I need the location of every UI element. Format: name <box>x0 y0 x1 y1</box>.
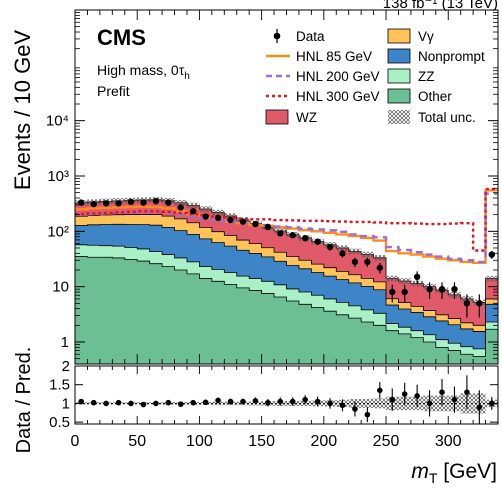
x-tick-label: 0 <box>71 433 80 450</box>
legend-label: WZ <box>296 110 317 125</box>
y-axis-title-ratio: Data / Pred. <box>13 347 35 454</box>
legend-label: ZZ <box>418 69 435 84</box>
y-tick-label: 10³ <box>47 168 69 185</box>
ratio-point <box>365 407 371 422</box>
x-axis-title: mT [GeV] <box>411 460 497 486</box>
data-point <box>252 221 258 227</box>
legend-label: Vγ <box>418 29 434 44</box>
data-point <box>240 218 246 224</box>
legend-label: Data <box>296 29 325 44</box>
total-unc-band <box>187 203 199 209</box>
prefit-label: Prefit <box>97 83 130 99</box>
y-tick-label: 10 <box>52 279 69 296</box>
total-unc-band <box>398 278 410 284</box>
total-unc-band <box>386 276 398 282</box>
legend-label: Other <box>418 89 452 104</box>
ratio-point <box>327 398 333 408</box>
total-unc-band <box>374 255 386 261</box>
ratio-point <box>427 390 433 416</box>
y-tick-label: 10² <box>47 223 69 240</box>
x-tick-label: 100 <box>186 433 213 450</box>
x-tick-label: 150 <box>248 433 275 450</box>
data-point <box>302 235 308 241</box>
total-unc-band <box>486 276 498 282</box>
legend-entry-wz: WZ <box>266 110 317 125</box>
data-point <box>290 232 296 238</box>
total-unc-band <box>361 252 373 258</box>
x-tick-label: 300 <box>435 433 462 450</box>
legend-label: Nonprompt <box>418 49 485 64</box>
legend-entry-zz: ZZ <box>388 69 435 84</box>
data-point <box>314 238 320 244</box>
total-unc-band <box>349 249 361 255</box>
data-point <box>202 213 208 219</box>
data-point <box>90 201 96 207</box>
ratio-point <box>203 399 209 405</box>
selection-label: High mass, 0τh <box>97 62 190 82</box>
legend-entry-nonprompt: Nonprompt <box>388 49 485 64</box>
x-tick-label: 250 <box>373 433 400 450</box>
ratio-point <box>128 401 134 407</box>
data-point <box>489 251 495 259</box>
legend-entry-other: Other <box>388 89 452 104</box>
data-point <box>153 198 159 204</box>
y-tick-label: 1 <box>61 334 69 351</box>
ratio-y-tick-label: 1 <box>62 395 70 412</box>
legend-entry-v: Vγ <box>388 29 434 44</box>
legend: Data Vγ HNL 85 GeV Nonprompt HNL 200 GeV ZZ HN… <box>266 29 485 125</box>
ratio-y-tick-label: 0.5 <box>49 414 70 431</box>
legend-label: HNL 300 GeV <box>296 89 380 104</box>
experiment-label: CMS <box>97 25 146 50</box>
data-point <box>140 199 146 205</box>
ratio-point <box>190 400 196 406</box>
ratio-point <box>153 401 159 407</box>
y-tick-label: 10⁴ <box>46 113 69 130</box>
x-tick-label: 200 <box>310 433 337 450</box>
legend-entry-hnl-85-gev: HNL 85 GeV <box>266 49 372 64</box>
data-point <box>265 224 271 230</box>
ratio-point <box>166 400 172 406</box>
total-unc-band <box>212 210 224 216</box>
x-tick-label: 50 <box>128 433 146 450</box>
ratio-point <box>91 400 97 406</box>
data-point <box>128 199 134 205</box>
ratio-panel: 0.5 11.5 2 0 50 100 150 200 250 300 <box>49 358 498 450</box>
ratio-point <box>116 400 122 406</box>
ratio-plot-frame <box>75 366 498 424</box>
ratio-point <box>377 382 383 398</box>
ratio-point <box>178 401 184 407</box>
legend-label: Total unc. <box>418 110 476 125</box>
legend-entry-data: Data <box>274 29 325 44</box>
ratio-y-tick-label: 1.5 <box>49 377 70 394</box>
legend-label: HNL 85 GeV <box>296 49 372 64</box>
legend-label: HNL 200 GeV <box>296 69 380 84</box>
data-point <box>215 215 221 221</box>
data-point <box>190 208 196 214</box>
data-point <box>103 200 109 206</box>
data-point <box>165 199 171 205</box>
y-axis-title-main: Events / 10 GeV <box>10 30 35 191</box>
total-unc-band <box>199 206 211 212</box>
legend-entry-total-unc: Total unc. <box>388 110 476 125</box>
ratio-point <box>103 401 109 407</box>
data-point <box>227 217 233 223</box>
legend-entry-hnl-300-gev: HNL 300 GeV <box>266 89 380 104</box>
data-point <box>178 204 184 210</box>
ratio-point <box>141 402 147 408</box>
ratio-y-tick-label: 2 <box>62 358 70 375</box>
legend-entry-hnl-200-gev: HNL 200 GeV <box>266 69 380 84</box>
data-point <box>115 200 121 206</box>
data-point <box>277 230 283 236</box>
